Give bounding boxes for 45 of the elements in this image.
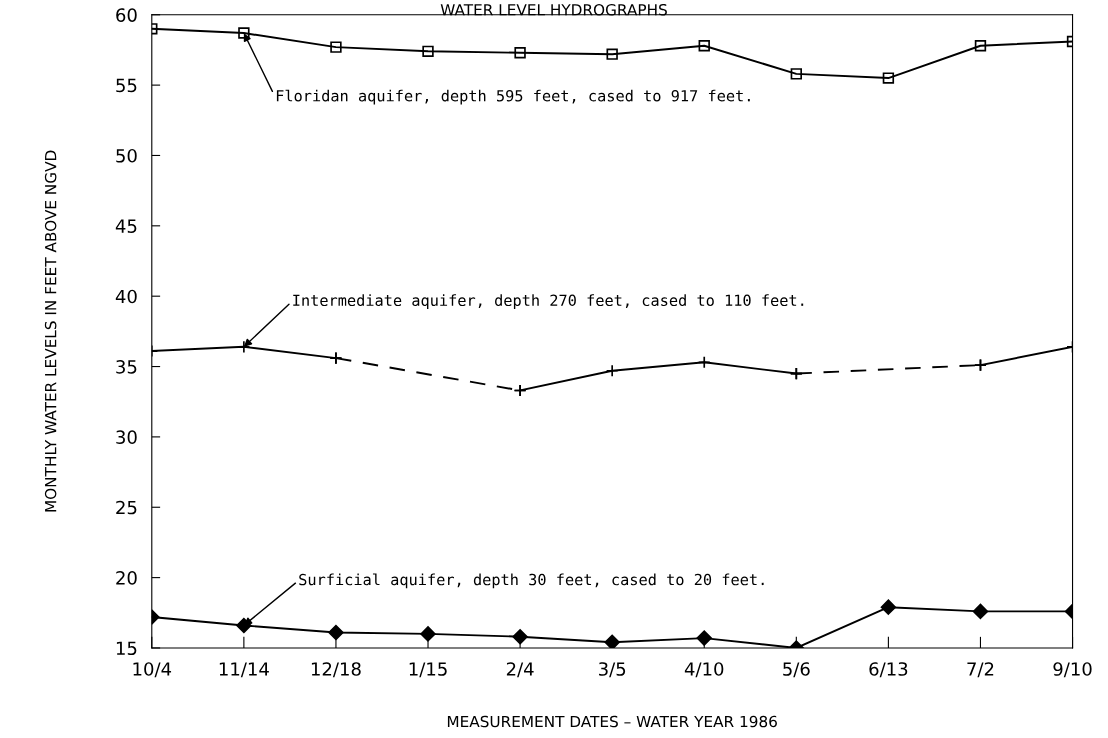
point xyxy=(972,603,989,620)
y-tick-label: 50 xyxy=(116,148,137,163)
point xyxy=(328,624,344,641)
y-tick-label: 35 xyxy=(116,360,137,374)
point xyxy=(238,27,250,39)
x-tick-label: 4/10 xyxy=(684,662,724,678)
x-tick-label: 5/6 xyxy=(783,662,810,678)
point xyxy=(604,634,620,648)
x-tick-label: 3/5 xyxy=(599,662,626,678)
y-tick-label: 30 xyxy=(116,430,137,445)
point xyxy=(974,40,987,52)
point xyxy=(697,355,711,369)
y-axis-title: MONTHLY WATER LEVELS IN FEET ABOVE NGVD xyxy=(44,150,57,512)
y-tick-label: 20 xyxy=(116,571,137,585)
x-tick-label: 7/2 xyxy=(967,662,994,678)
point xyxy=(698,40,710,52)
annotation: Surficial aquifer, depth 30 feet, cased to 20 feet. xyxy=(299,573,764,589)
point xyxy=(880,599,897,615)
x-tick-label: 9/10 xyxy=(1053,662,1092,678)
x-tick-label: 12/18 xyxy=(311,662,361,678)
y-tick-label: 60 xyxy=(116,8,137,22)
point xyxy=(606,48,618,60)
x-tick-label: 11/14 xyxy=(219,662,269,678)
y-tick-label: 45 xyxy=(115,219,137,233)
annotation: Intermediate aquifer, depth 270 feet, cased to 110 feet. xyxy=(293,294,804,310)
y-tick-label: 40 xyxy=(115,289,137,304)
x-tick-label: 10/4 xyxy=(133,662,172,678)
y-tick-label: 55 xyxy=(116,78,137,93)
y-tick-label: 25 xyxy=(116,500,137,515)
point xyxy=(514,47,526,59)
x-tick-label: 2/4 xyxy=(506,662,534,678)
point xyxy=(420,626,436,642)
point xyxy=(422,45,434,58)
chart-title: WATER LEVEL HYDROGRAPHS xyxy=(440,3,667,16)
x-axis-title: MEASUREMENT DATES – WATER YEAR 1986 xyxy=(447,715,777,728)
point xyxy=(512,628,528,645)
point xyxy=(790,68,803,80)
point xyxy=(882,72,895,84)
point xyxy=(605,364,619,378)
point xyxy=(330,41,342,53)
x-tick-label: 1/15 xyxy=(409,662,447,678)
point xyxy=(696,630,712,646)
y-tick-label: 15 xyxy=(116,641,137,656)
x-tick-label: 6/13 xyxy=(869,662,908,678)
annotation: Floridan aquifer, depth 595 feet, cased to 917 feet. xyxy=(276,89,750,105)
